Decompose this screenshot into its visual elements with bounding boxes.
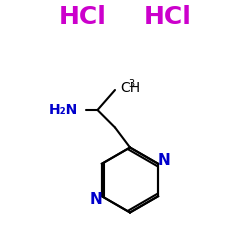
- Text: HCl: HCl: [58, 6, 106, 30]
- Text: CH: CH: [120, 80, 140, 94]
- Text: H₂N: H₂N: [48, 103, 78, 117]
- Text: N: N: [157, 153, 170, 168]
- Text: N: N: [90, 192, 103, 207]
- Text: HCl: HCl: [144, 6, 192, 30]
- Text: 3: 3: [129, 79, 135, 89]
